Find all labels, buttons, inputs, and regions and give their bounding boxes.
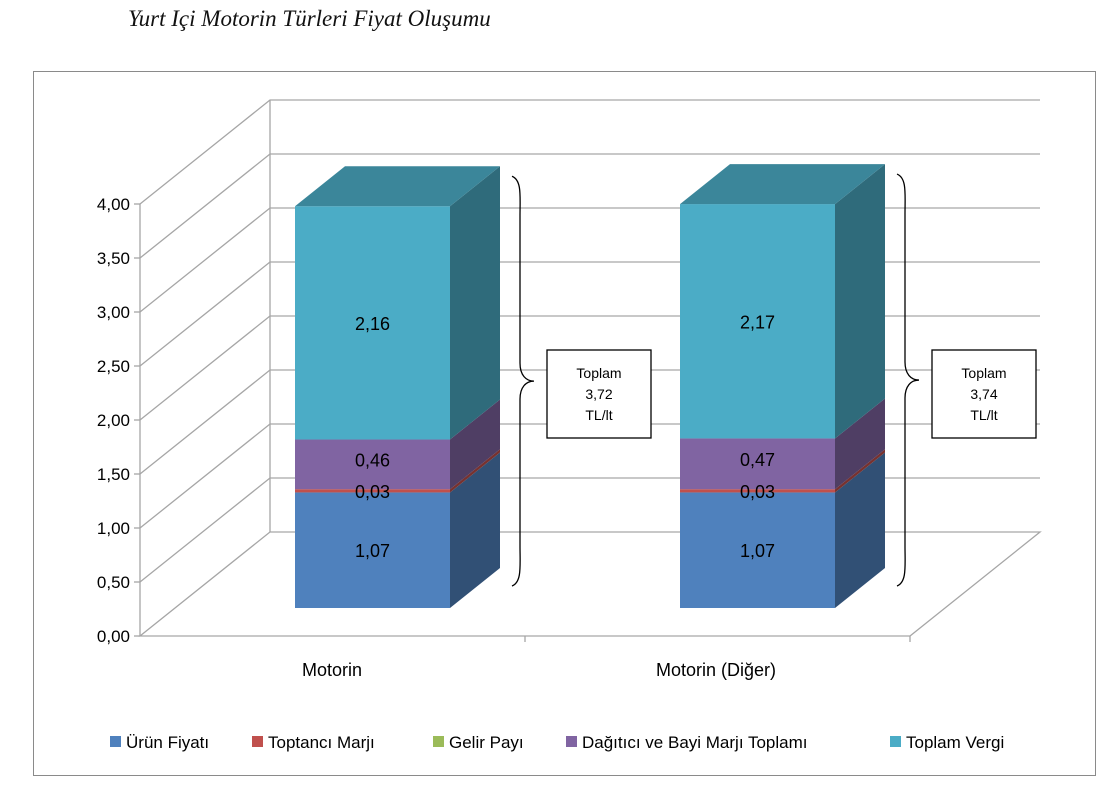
bar-side bbox=[450, 452, 500, 608]
total-text: Toplam bbox=[961, 365, 1006, 381]
bar-segment bbox=[680, 492, 835, 608]
y-tick-label: 0,00 bbox=[97, 627, 130, 646]
bar-side bbox=[835, 449, 885, 493]
bar-segment bbox=[680, 489, 835, 493]
total-brace bbox=[511, 175, 535, 587]
bar-top bbox=[295, 166, 500, 207]
gridline bbox=[139, 153, 1040, 259]
data-label: 1,07 bbox=[740, 541, 775, 561]
x-category-label: Motorin bbox=[302, 660, 362, 680]
chart-frame bbox=[33, 71, 1096, 776]
data-label: 0,03 bbox=[355, 482, 390, 502]
data-label: 2,17 bbox=[740, 312, 775, 332]
x-category-label: Motorin (Diğer) bbox=[656, 660, 776, 680]
legend: Ürün Fiyatı Toptancı Marjı Gelir Payı Dağıt… bbox=[110, 733, 1004, 752]
bar-side bbox=[835, 164, 885, 439]
legend-label: Toptancı Marjı bbox=[268, 733, 375, 752]
bar-side bbox=[450, 166, 500, 440]
legend-swatch bbox=[110, 736, 121, 747]
y-tick-label: 2,00 bbox=[97, 411, 130, 430]
data-label: 0,03 bbox=[740, 482, 775, 502]
y-tick-label: 3,50 bbox=[97, 249, 130, 268]
y-tick-label: 3,00 bbox=[97, 303, 130, 322]
total-box bbox=[931, 349, 1037, 439]
y-tick-label: 2,50 bbox=[97, 357, 130, 376]
legend-label: Ürün Fiyatı bbox=[126, 733, 209, 752]
total-text: Toplam bbox=[576, 365, 621, 381]
total-brace bbox=[896, 173, 920, 587]
total-text: TL/lt bbox=[970, 407, 997, 423]
legend-swatch bbox=[566, 736, 577, 747]
bar-side bbox=[450, 449, 500, 493]
y-tick-label: 4,00 bbox=[97, 195, 130, 214]
legend-label: Toplam Vergi bbox=[906, 733, 1004, 752]
y-tick-label: 0,50 bbox=[97, 573, 130, 592]
data-label: 1,07 bbox=[355, 541, 390, 561]
bar-segment bbox=[295, 206, 450, 440]
data-label: 0,47 bbox=[740, 450, 775, 470]
data-label: 0,46 bbox=[355, 450, 390, 470]
total-braces: Toplam 3,72 TL/lt Toplam 3,74 TL/lt bbox=[511, 173, 1037, 587]
bar-segment bbox=[295, 492, 450, 608]
total-text: 3,72 bbox=[585, 386, 612, 402]
legend-swatch bbox=[433, 736, 444, 747]
legend-swatch bbox=[890, 736, 901, 747]
y-axis-ticks: 0,00 0,50 1,00 1,50 2,00 2,50 3,00 3,50 4,00 bbox=[97, 195, 911, 646]
legend-label: Gelir Payı bbox=[449, 733, 524, 752]
x-axis-categories: Motorin Motorin (Diğer) bbox=[302, 660, 776, 680]
bar-side bbox=[450, 399, 500, 490]
bar-side bbox=[835, 398, 885, 490]
y-tick-label: 1,00 bbox=[97, 519, 130, 538]
bar-segment bbox=[680, 204, 835, 439]
chart-title: Yurt Içi Motorin Türleri Fiyat Oluşumu bbox=[128, 6, 491, 31]
legend-label: Dağıtıcı ve Bayi Marjı Toplamı bbox=[582, 733, 808, 752]
bar-top bbox=[680, 164, 885, 205]
legend-swatch bbox=[252, 736, 263, 747]
bar-segment bbox=[295, 489, 450, 493]
bar-segment bbox=[295, 439, 450, 490]
y-tick-label: 1,50 bbox=[97, 465, 130, 484]
bar-side bbox=[835, 452, 885, 608]
total-text: TL/lt bbox=[585, 407, 612, 423]
data-label: 2,16 bbox=[355, 314, 390, 334]
gridline bbox=[139, 99, 1040, 205]
total-text: 3,74 bbox=[970, 386, 997, 402]
data-labels: 1,07 0,03 0,46 2,16 1,07 0,03 0,47 2,17 bbox=[355, 312, 775, 561]
total-box bbox=[546, 349, 652, 439]
bar-segment bbox=[680, 438, 835, 490]
bars bbox=[295, 164, 885, 608]
